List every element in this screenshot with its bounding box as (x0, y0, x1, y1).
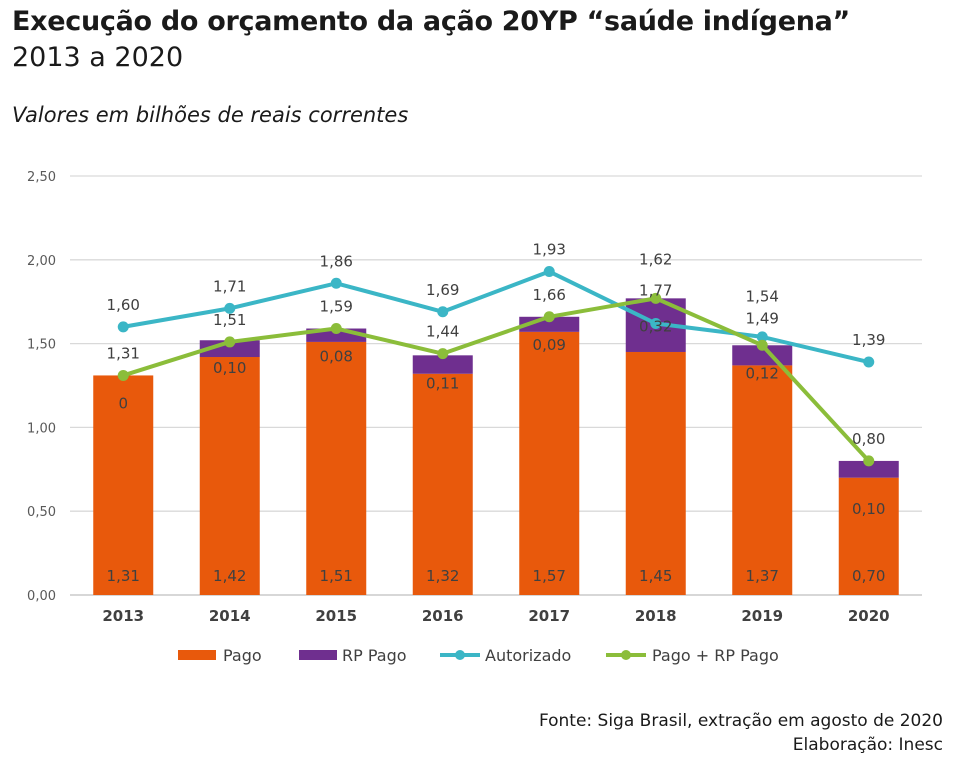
bar-pago (732, 365, 793, 595)
label-rp-pago: 0,09 (533, 336, 566, 354)
label-pago-rp: 1,49 (746, 309, 779, 327)
label-rp-pago: 0,12 (746, 364, 779, 382)
x-tick-label: 2016 (422, 607, 464, 625)
x-tick-label: 2014 (209, 607, 251, 625)
pago-rp-point (756, 339, 768, 351)
bar-pago (625, 351, 686, 595)
legend-label: Autorizado (485, 646, 571, 665)
source-note: Fonte: Siga Brasil, extração em agosto d… (538, 711, 943, 731)
chart-subtitle: 2013 a 2020 (12, 42, 184, 73)
label-pago: 1,37 (746, 567, 779, 585)
label-pago-rp: 1,77 (639, 281, 672, 299)
label-pago-rp: 1,44 (426, 323, 459, 341)
bar-rp-pago (199, 340, 260, 358)
y-tick-label: 0,00 (27, 589, 56, 604)
label-pago: 1,42 (213, 567, 246, 585)
legend-swatch-marker (455, 650, 465, 660)
label-pago: 0,70 (852, 567, 885, 585)
x-tick-label: 2020 (848, 607, 890, 625)
bar-pago (199, 357, 260, 595)
legend-swatch (299, 650, 337, 660)
label-pago: 1,51 (320, 567, 353, 585)
legend-label: RP Pago (342, 646, 407, 665)
chart-title: Execução do orçamento da ação 20YP “saúd… (12, 6, 850, 37)
label-pago: 1,45 (639, 567, 672, 585)
chart-area: 1,31 1,42 1,51 1,32 1,57 1,45 1,37 0,7000,100,0… (27, 170, 922, 665)
grid-lines (70, 175, 922, 596)
x-tick-label: 2013 (102, 607, 144, 625)
legend-swatch-marker (621, 650, 631, 660)
x-tick-label: 2019 (741, 607, 783, 625)
autorizado-point (863, 356, 875, 368)
label-autorizado: 1,60 (107, 296, 140, 314)
pago-rp-point (224, 336, 236, 348)
y-tick-label: 0,50 (27, 505, 56, 520)
legend-swatch (178, 650, 216, 660)
autorizado-point (117, 321, 129, 333)
y-tick-label: 1,00 (27, 421, 56, 436)
label-pago-rp: 1,59 (320, 298, 353, 316)
pago-rp-point (863, 455, 875, 467)
label-autorizado: 1,62 (639, 250, 672, 268)
chart-units-note: Valores em bilhões de reais correntes (12, 103, 409, 127)
label-autorizado: 1,93 (533, 241, 566, 259)
autorizado-point (437, 306, 449, 318)
label-rp-pago: 0,32 (639, 317, 672, 335)
bar-rp-pago (838, 460, 899, 478)
pago-rp-point (117, 369, 129, 381)
label-pago-rp: 1,66 (533, 286, 566, 304)
label-rp-pago: 0,11 (426, 374, 459, 392)
legend-label: Pago (223, 646, 262, 665)
label-pago-rp: 1,31 (107, 344, 140, 362)
label-rp-pago: 0,08 (320, 348, 353, 366)
label-autorizado: 1,39 (852, 331, 885, 349)
pago-rp-point (650, 292, 662, 304)
pago-rp-line (121, 296, 871, 463)
label-autorizado: 1,69 (426, 281, 459, 299)
label-rp-pago: 0,10 (213, 359, 246, 377)
data-labels: 1,31 1,42 1,51 1,32 1,57 1,45 1,37 0,70 0 0,10 0,0… (107, 241, 886, 585)
bar-pago (93, 375, 154, 595)
autorizado-point (543, 266, 555, 278)
label-autorizado: 1,86 (320, 252, 353, 270)
pago-rp-point (330, 323, 342, 335)
label-rp-pago: 0 (118, 394, 128, 412)
bars (93, 298, 899, 595)
x-tick-label: 2017 (528, 607, 570, 625)
label-pago: 1,57 (533, 567, 566, 585)
autorizado-point (224, 302, 236, 314)
autorizado-point (330, 277, 342, 289)
y-tick-label: 2,50 (27, 170, 56, 185)
label-pago-rp: 1,51 (213, 311, 246, 329)
bar-pago (412, 373, 473, 595)
pago-rp-point (543, 311, 555, 323)
y-tick-label: 1,50 (27, 338, 56, 353)
label-autorizado: 1,54 (746, 287, 779, 305)
autorizado-point (650, 317, 662, 329)
bar-pago (838, 477, 899, 595)
autorizado-point (756, 331, 768, 343)
legend-label: Pago + RP Pago (652, 646, 779, 665)
x-tick-label: 2015 (315, 607, 357, 625)
label-rp-pago: 0,10 (852, 500, 885, 518)
credit-note: Elaboração: Inesc (792, 735, 943, 755)
x-tick-label: 2018 (635, 607, 677, 625)
legend: Pago RP Pago Autorizado Pago + RP Pago (178, 646, 779, 665)
y-tick-label: 2,00 (27, 254, 56, 269)
pago-rp-point (437, 348, 449, 360)
axes: 0,00 0,50 1,00 1,50 2,00 2,50 2013 2014 2015 2016… (27, 170, 890, 625)
bar-pago (519, 331, 580, 595)
autorizado-line (121, 269, 871, 365)
bar-rp-pago (412, 355, 473, 374)
bar-pago (306, 341, 367, 595)
label-pago: 1,31 (107, 567, 140, 585)
label-autorizado: 1,71 (213, 277, 246, 295)
lines (117, 266, 875, 467)
label-pago: 1,32 (426, 567, 459, 585)
label-pago-rp: 0,80 (852, 430, 885, 448)
